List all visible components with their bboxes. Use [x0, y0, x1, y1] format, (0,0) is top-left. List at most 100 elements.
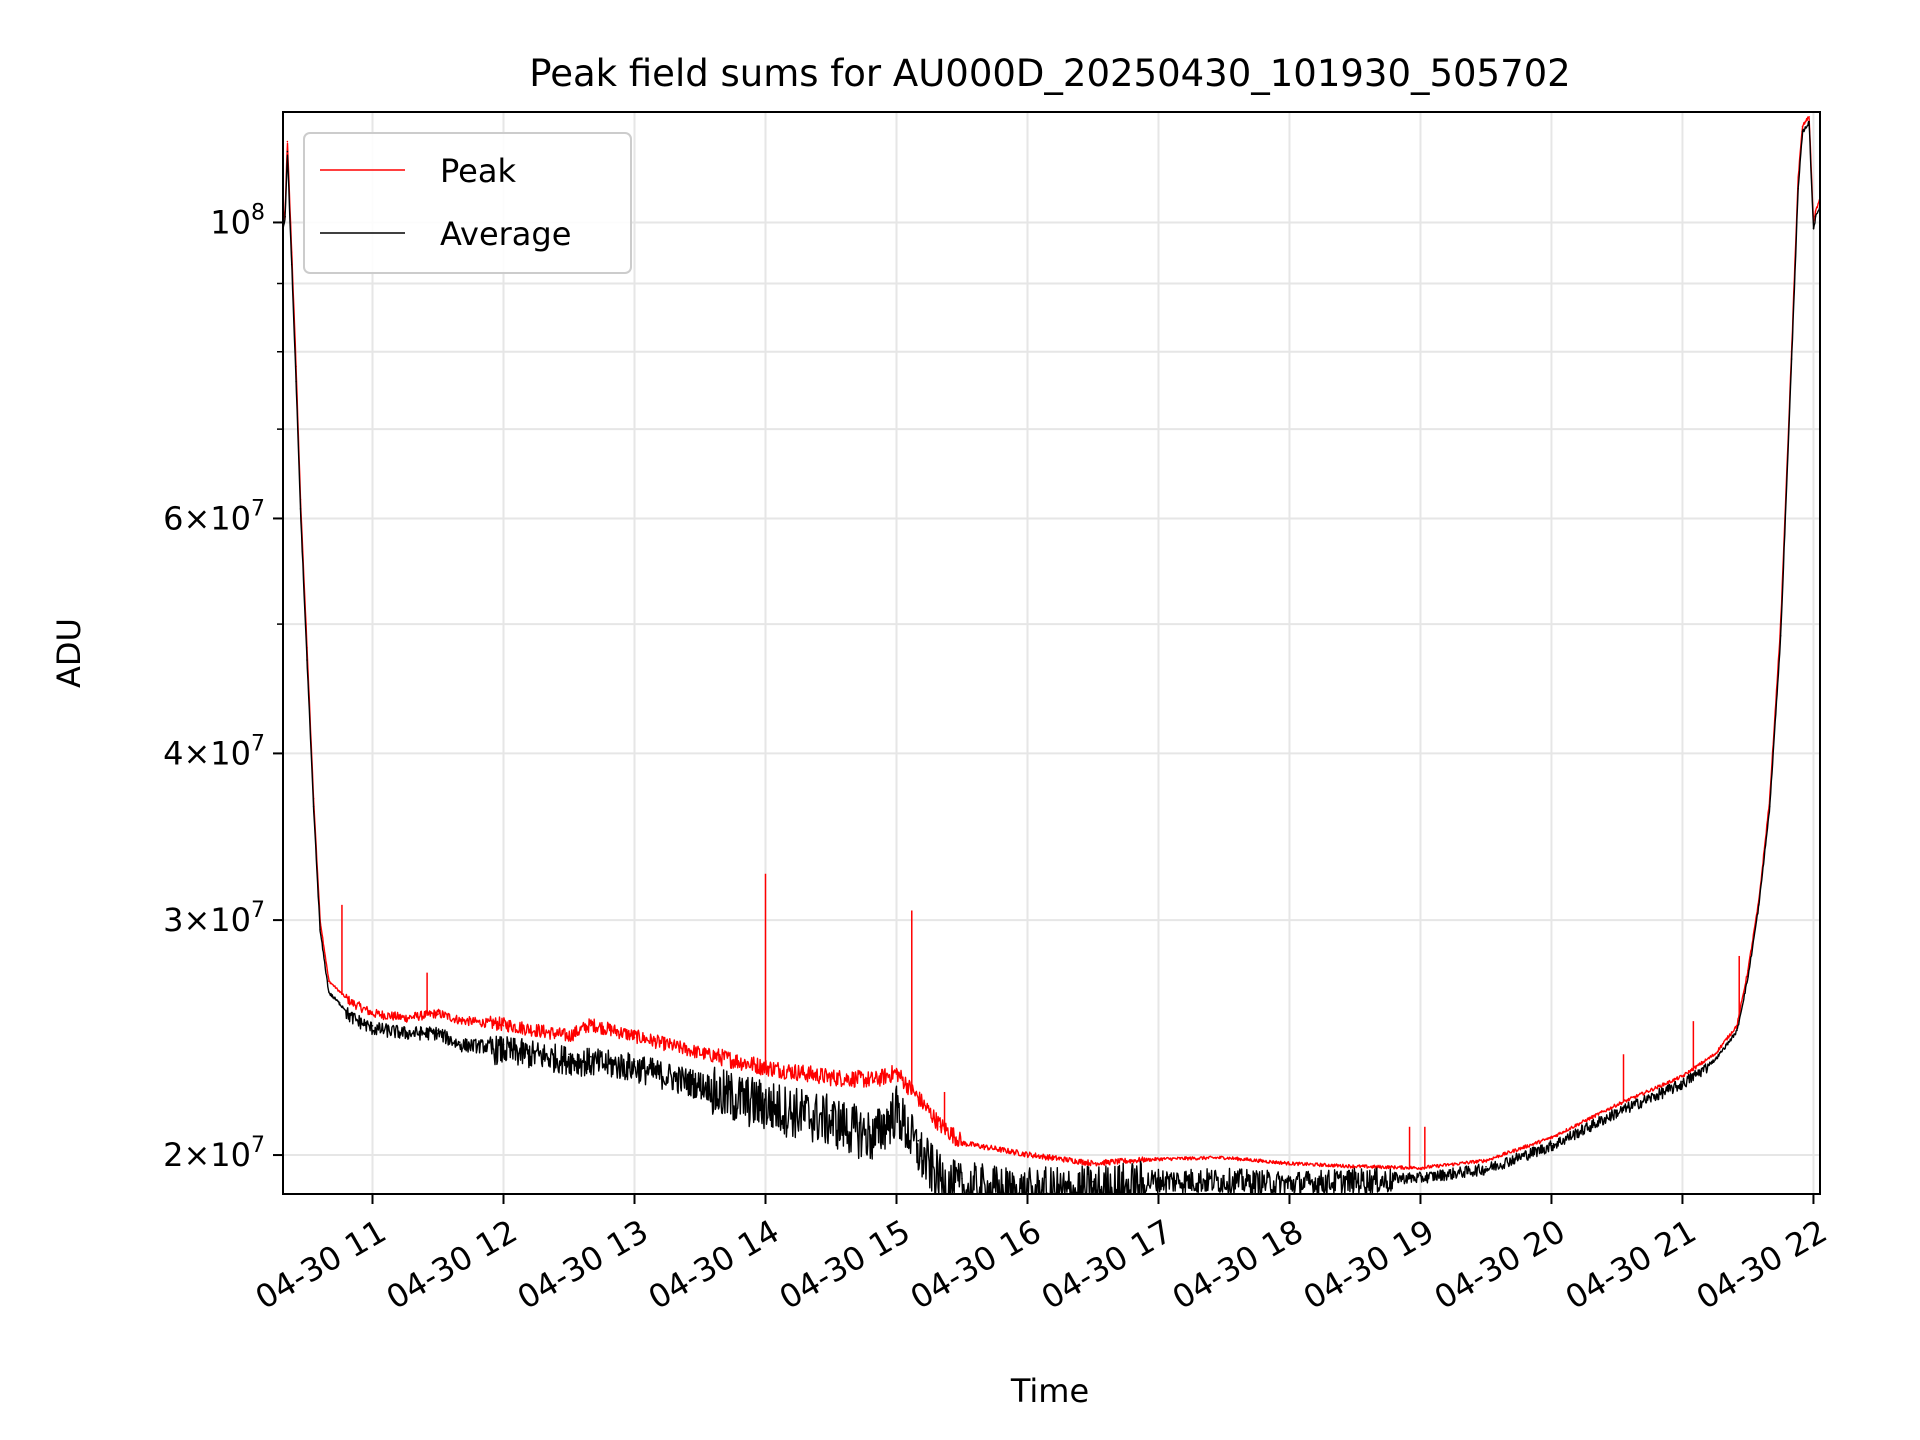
data-point-peak — [1092, 1163, 1094, 1165]
legend: Peak Average — [303, 132, 632, 274]
data-point-average — [319, 929, 321, 931]
legend-box — [303, 132, 632, 274]
data-point-average — [961, 1177, 963, 1180]
y-tick-label: 4×107 — [163, 731, 265, 772]
y-tick-label: 3×107 — [163, 898, 265, 939]
data-point-average — [1681, 1080, 1684, 1083]
data-point-average — [312, 805, 315, 808]
data-point-peak — [1419, 1167, 1422, 1169]
data-point-average — [459, 1041, 461, 1043]
data-point-average — [295, 380, 297, 383]
data-point-average — [349, 1013, 352, 1016]
data-point-peak — [502, 1025, 505, 1027]
data-point-peak — [1814, 210, 1817, 212]
data-point-peak — [1801, 125, 1804, 128]
data-point-average — [437, 1029, 439, 1032]
data-point-average — [290, 263, 293, 266]
data-point-peak — [371, 1013, 374, 1016]
data-point-average — [633, 1060, 636, 1063]
data-point-peak — [1223, 1157, 1225, 1159]
data-point-peak — [873, 1080, 876, 1083]
data-point-average — [1223, 1174, 1225, 1177]
data-point-peak — [993, 1148, 996, 1151]
series-line-peak — [282, 116, 1821, 1171]
data-point-average — [895, 1099, 898, 1101]
data-point-average — [284, 215, 287, 218]
data-point-peak — [917, 1099, 920, 1101]
data-point-average — [1758, 904, 1760, 906]
data-point-peak — [1157, 1158, 1160, 1161]
y-tick-label: 108 — [210, 200, 265, 241]
data-point-average — [1808, 120, 1810, 123]
data-point-average — [590, 1055, 592, 1058]
data-point-average — [1769, 805, 1771, 808]
data-point-peak — [437, 1013, 439, 1016]
x-axis-label: Time — [1010, 1372, 1089, 1410]
data-point-average — [371, 1025, 374, 1027]
data-point-peak — [404, 1018, 407, 1020]
data-point-peak — [1681, 1075, 1684, 1078]
data-point-average — [1812, 227, 1815, 230]
data-point-average — [568, 1053, 570, 1056]
data-point-average — [873, 1126, 876, 1128]
data-point-average — [299, 508, 302, 510]
legend-label-peak: Peak — [440, 152, 516, 190]
data-point-average — [502, 1043, 505, 1046]
data-point-average — [699, 1078, 701, 1080]
data-point-average — [993, 1180, 996, 1183]
data-point-average — [1419, 1174, 1422, 1177]
data-point-peak — [939, 1126, 941, 1128]
data-point-average — [1779, 635, 1782, 637]
data-point-peak — [1714, 1053, 1716, 1056]
data-point-average — [1026, 1184, 1029, 1186]
data-point-average — [306, 659, 308, 661]
data-point-average — [939, 1168, 941, 1171]
data-point-peak — [633, 1036, 636, 1039]
data-point-average — [764, 1093, 767, 1096]
data-point-peak — [961, 1142, 963, 1145]
data-point-average — [1157, 1174, 1160, 1177]
data-point-average — [1747, 976, 1749, 978]
data-point-average — [1485, 1166, 1487, 1168]
data-point-average — [286, 150, 289, 153]
data-point-peak — [339, 991, 341, 993]
data-point-average — [1092, 1180, 1094, 1183]
y-tick-label: 6×107 — [163, 496, 265, 537]
data-point-average — [1797, 187, 1799, 190]
data-point-average — [1714, 1058, 1716, 1060]
data-point-peak — [459, 1020, 461, 1022]
data-point-average — [1736, 1029, 1738, 1032]
data-point-peak — [699, 1053, 701, 1056]
data-point-peak — [1026, 1154, 1029, 1156]
series-lines — [282, 116, 1821, 1195]
data-point-peak — [1485, 1160, 1487, 1162]
data-point-peak — [590, 1025, 592, 1027]
data-point-average — [328, 991, 330, 993]
data-point-peak — [328, 980, 330, 982]
plot-frame — [282, 111, 1821, 1195]
data-point-peak — [830, 1078, 832, 1080]
data-point-average — [917, 1139, 920, 1142]
data-point-average — [1616, 1109, 1618, 1112]
grid-lines — [283, 112, 1820, 1194]
data-point-peak — [1616, 1104, 1618, 1106]
data-point-peak — [1354, 1166, 1356, 1168]
data-point-average — [339, 1002, 341, 1004]
chart-title: Peak field sums for AU000D_20250430_1019… — [529, 52, 1570, 95]
data-point-peak — [1288, 1163, 1291, 1165]
legend-label-average: Average — [440, 215, 571, 253]
y-axis-label: ADU — [50, 618, 88, 688]
data-point-peak — [895, 1073, 898, 1075]
data-point-peak — [286, 140, 289, 143]
data-point-average — [1354, 1174, 1356, 1177]
data-point-peak — [568, 1036, 570, 1039]
data-point-average — [404, 1029, 407, 1032]
data-point-peak — [1550, 1137, 1553, 1139]
data-point-average — [1550, 1142, 1553, 1145]
data-point-average — [1814, 215, 1817, 218]
data-point-peak — [1808, 116, 1810, 118]
data-point-average — [1288, 1177, 1291, 1180]
